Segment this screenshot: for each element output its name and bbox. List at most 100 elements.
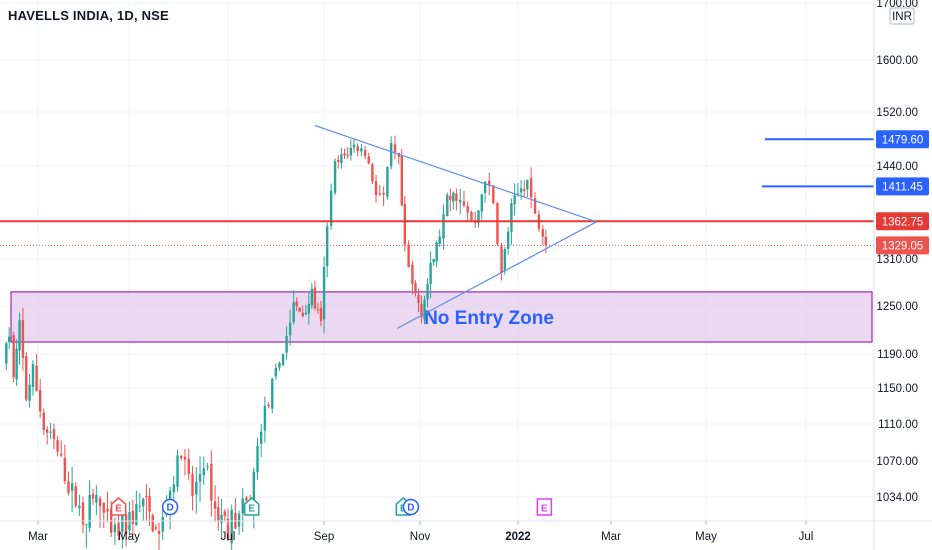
time-axis[interactable]: Mar May Jul Sep Nov 2022 Mar May Jul [0,520,932,543]
candle [470,210,473,222]
candle [217,496,220,531]
candle-body [259,432,263,444]
candle-body [91,493,95,499]
dividend-icon [161,498,179,516]
candle-body [477,210,480,223]
candle [414,280,417,297]
candle [371,162,374,185]
candle [172,476,176,501]
candle-body [88,494,91,528]
no-entry-zone-rect[interactable] [10,291,873,343]
candle [21,307,25,371]
candle-body [271,378,274,409]
price-tag: 1411.45 [876,177,929,196]
price-axis[interactable]: 1700.00 1600.00 1520.00 1440.00 1310.00 1250.… [873,0,918,550]
candle [5,341,8,371]
candle-body [483,181,487,194]
candle [386,166,389,200]
earnings-letter: E [541,504,548,515]
candle-body [145,495,148,497]
candle [180,455,183,461]
candle-body [38,389,42,412]
currency-badge[interactable]: INR [889,7,915,25]
candle-body [316,309,320,311]
candle [337,155,340,169]
candle-body [386,167,389,197]
candle [316,302,320,314]
triangle-lower-trendline[interactable] [396,221,597,329]
candle-body [510,203,513,233]
no-entry-zone[interactable]: No Entry Zone [10,291,873,343]
price-tag: 1479.60 [876,130,929,149]
candle-body [56,439,59,452]
candle-body [292,302,295,323]
dividend-marker[interactable]: D [161,498,179,516]
candle-body [256,446,259,473]
candle [367,152,370,165]
candle [480,193,484,220]
candle-body [81,502,85,525]
price-tick-label: 1520.00 [876,107,918,119]
dividend-marker[interactable]: D [402,498,420,516]
candle [135,490,138,526]
candle-body [541,229,544,237]
candle-body [285,335,288,353]
earnings-marker[interactable]: E [110,497,127,516]
candle [458,188,462,215]
candle-body [226,518,230,541]
candle [220,498,223,538]
candle-body [25,356,28,400]
candle-body [183,456,187,460]
candle [161,508,164,541]
earnings-icon [110,497,127,516]
candle-body [313,287,317,309]
candle-body [67,481,70,494]
symbol-title[interactable]: HAVELLS INDIA, 1D, NSE [8,8,169,23]
candle-body [393,144,397,153]
earnings-letter: E [248,504,255,515]
price-tick-label: 1150.00 [877,383,918,395]
candle-body [52,429,56,440]
candle-body [319,307,323,321]
price-tick-label: 1110.00 [878,419,918,431]
candle-body [21,319,25,358]
candle-body [322,267,326,320]
candle [417,288,420,313]
candle [267,402,270,409]
candle [95,485,98,516]
candle-body [60,453,63,456]
price-tick-label: 1700.00 [876,0,918,10]
candle-body [423,299,426,320]
candle-body [397,153,400,157]
earnings-marker[interactable]: E [243,497,260,516]
candle [329,183,333,230]
candle-body [417,295,420,304]
candle-body [529,178,533,198]
candle-body [70,483,74,491]
candle [131,499,135,536]
candle [503,246,507,275]
candle-body [500,245,503,273]
candle [322,256,326,334]
candle [319,300,323,327]
candle-body [278,362,281,368]
candle-body [176,455,179,487]
triangle-upper-trendline[interactable] [314,124,597,223]
candle [349,139,353,161]
candle [25,352,28,402]
candle [117,512,120,541]
time-tick-label: 2022 [505,531,531,543]
candle [506,227,510,255]
candle-body [449,195,452,200]
candle-body [403,204,407,245]
candle [191,465,194,511]
candle [263,396,267,443]
candle [106,491,109,523]
candle [274,363,278,380]
triangle-pattern[interactable] [314,124,597,329]
earnings-marker[interactable]: E [536,498,553,516]
candle-body [117,522,120,536]
earnings-icon [536,498,553,516]
candle [183,449,187,476]
